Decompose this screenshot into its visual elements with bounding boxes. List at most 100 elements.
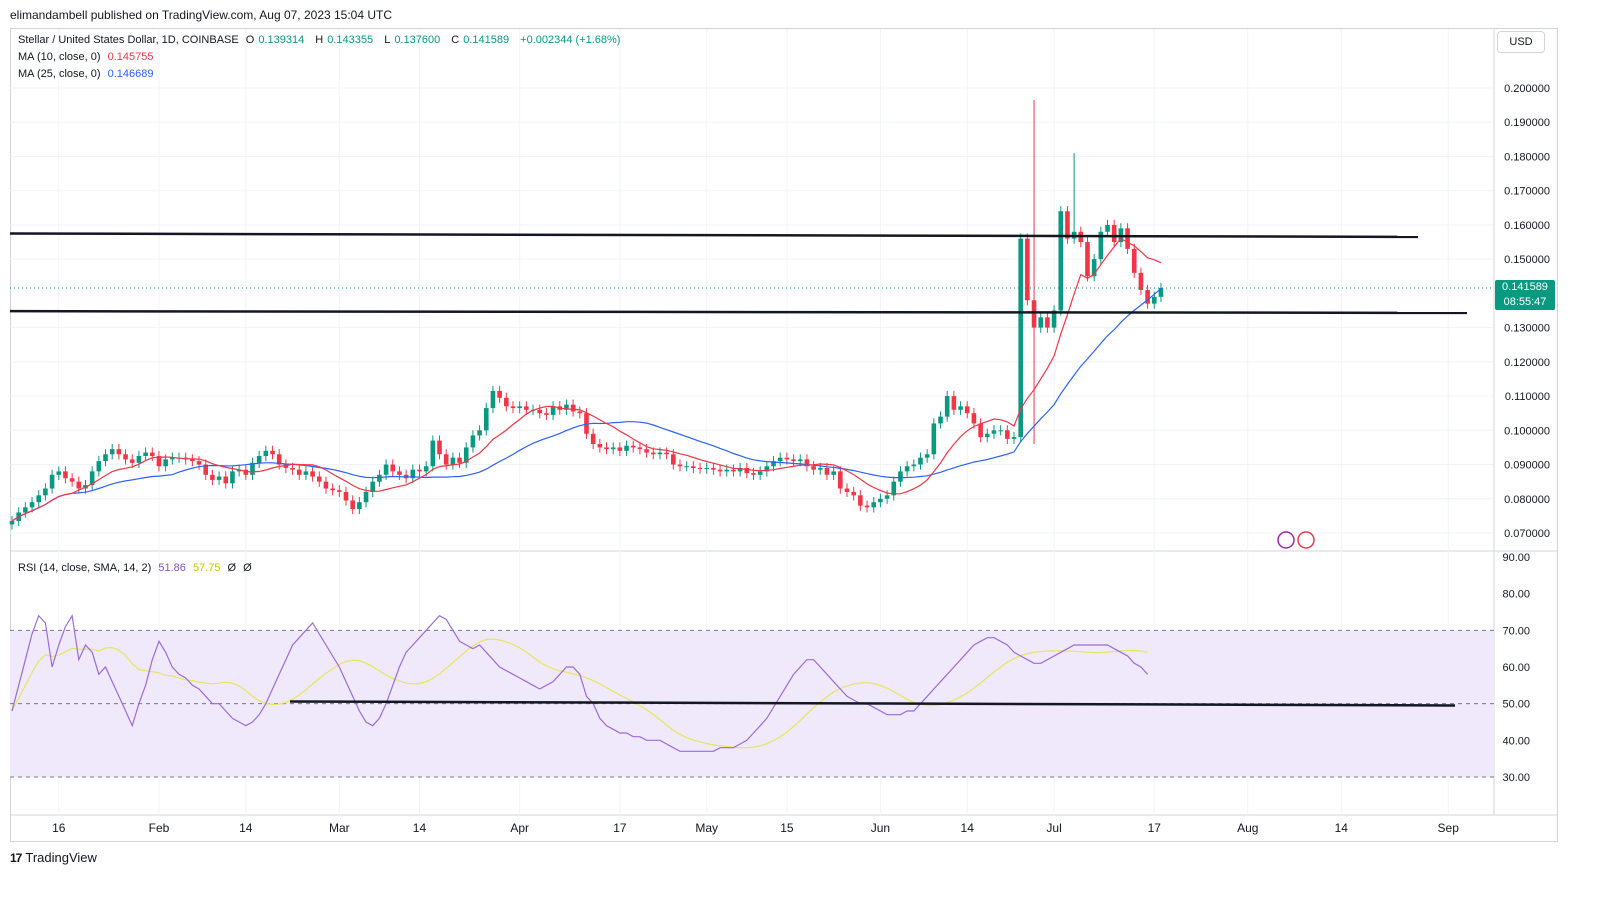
candle-up [684,466,689,468]
candle-up [777,457,783,462]
candle-down [210,474,215,480]
candle-up [938,416,943,424]
candle-down [69,478,75,482]
candle-down [844,488,850,492]
candle-down [343,491,349,501]
candle-up [470,435,476,448]
candle-down [270,450,275,455]
rsi-tick-label: 30.00 [1502,772,1530,784]
time-tick-label: Feb [149,821,170,835]
candle-up [958,406,963,410]
time-tick-label: 14 [961,821,975,835]
candle-up [1151,296,1157,304]
rsi-value: 51.86 [158,562,186,574]
last-price-badge: 0.141589 08:55:47 [1495,280,1555,310]
rsi-legend[interactable]: RSI (14, close, SMA, 14, 2) 51.86 57.75 … [18,562,256,574]
candle-down [630,445,636,448]
candle-up [771,461,776,467]
candle-down [129,459,135,463]
candle-down [824,467,830,475]
ma10-legend[interactable]: MA (10, close, 0) 0.145755 [18,51,158,63]
candle-down [290,467,295,470]
candle-down [617,447,623,451]
candle-down [971,413,977,424]
price-tick-label: 0.070000 [1504,528,1550,540]
price-tick-label: 0.080000 [1504,494,1550,506]
candle-up [924,454,930,458]
price-tick-label: 0.090000 [1504,460,1550,472]
candle-down [510,406,516,409]
candle-down [791,459,796,462]
candle-up [170,457,175,460]
brand-name: TradingView [25,850,97,865]
candle-up [477,430,482,436]
candle-up [163,459,168,467]
candle-up [944,396,950,417]
rsi-extra-2: Ø [243,562,252,574]
price-tick-label: 0.180000 [1504,151,1550,163]
candle-down [864,505,870,508]
footer-brand[interactable]: 17 TradingView [10,850,97,865]
candle-down [337,490,342,492]
symbol-legend[interactable]: Stellar / United States Dollar, 1D, COIN… [18,34,624,46]
time-tick-label: May [695,821,718,835]
candle-up [984,433,990,438]
candle-down [544,413,549,415]
low-value: L 0.137600 [384,34,441,46]
price-tick-label: 0.150000 [1504,254,1550,266]
candle-down [149,452,155,456]
price-tick-label: 0.110000 [1505,391,1550,403]
time-tick-label: 14 [239,821,253,835]
candle-up [143,452,148,456]
open-value: O 0.139314 [245,34,305,46]
candle-down [677,464,683,467]
currency-button[interactable]: USD [1497,31,1545,53]
candle-down [804,459,810,467]
candle-down [1138,272,1144,290]
candle-up [878,498,883,503]
candle-up [49,474,55,489]
rsi-trendline [289,700,1456,707]
candle-up [377,474,382,482]
candle-down [671,454,676,465]
candle-up [624,445,629,451]
time-tick-label: 15 [780,821,794,835]
time-tick-label: 16 [52,821,66,835]
candle-up [898,471,903,482]
candle-down [838,471,843,489]
candle-down [1085,242,1090,277]
rsi-tick-label: 70.00 [1502,625,1530,637]
candle-down [310,471,315,477]
event-lightning-icon [1277,531,1295,549]
publish-info: elimandambell published on TradingView.c… [10,8,393,22]
candle-up [56,471,62,475]
candle-down [951,396,957,410]
rsi-tick-label: 90.00 [1502,552,1530,564]
candle-up [463,447,469,463]
support-trendline [9,309,1468,315]
candle-up [998,430,1003,432]
ma25-legend[interactable]: MA (25, close, 0) 0.146689 [18,68,158,80]
candle-down [156,455,162,467]
rsi-tick-label: 40.00 [1502,735,1530,747]
price-tick-label: 0.100000 [1504,425,1550,437]
price-tick-label: 0.120000 [1504,357,1550,369]
candle-up [450,457,456,465]
time-tick-label: 17 [613,821,627,835]
candle-up [1091,259,1097,277]
candle-down [1145,289,1150,304]
candle-up [1098,231,1104,260]
candle-down [417,469,422,472]
candle-up [236,469,242,472]
price-tick-label: 0.160000 [1504,220,1550,232]
candle-up [1011,437,1017,439]
candle-up [36,495,42,503]
candle-down [717,469,723,472]
candle-up [430,440,436,467]
time-tick-label: 14 [413,821,427,835]
ma25-line [11,288,1162,522]
candle-down [711,467,716,470]
candle-up [250,462,255,475]
candle-down [190,459,195,462]
